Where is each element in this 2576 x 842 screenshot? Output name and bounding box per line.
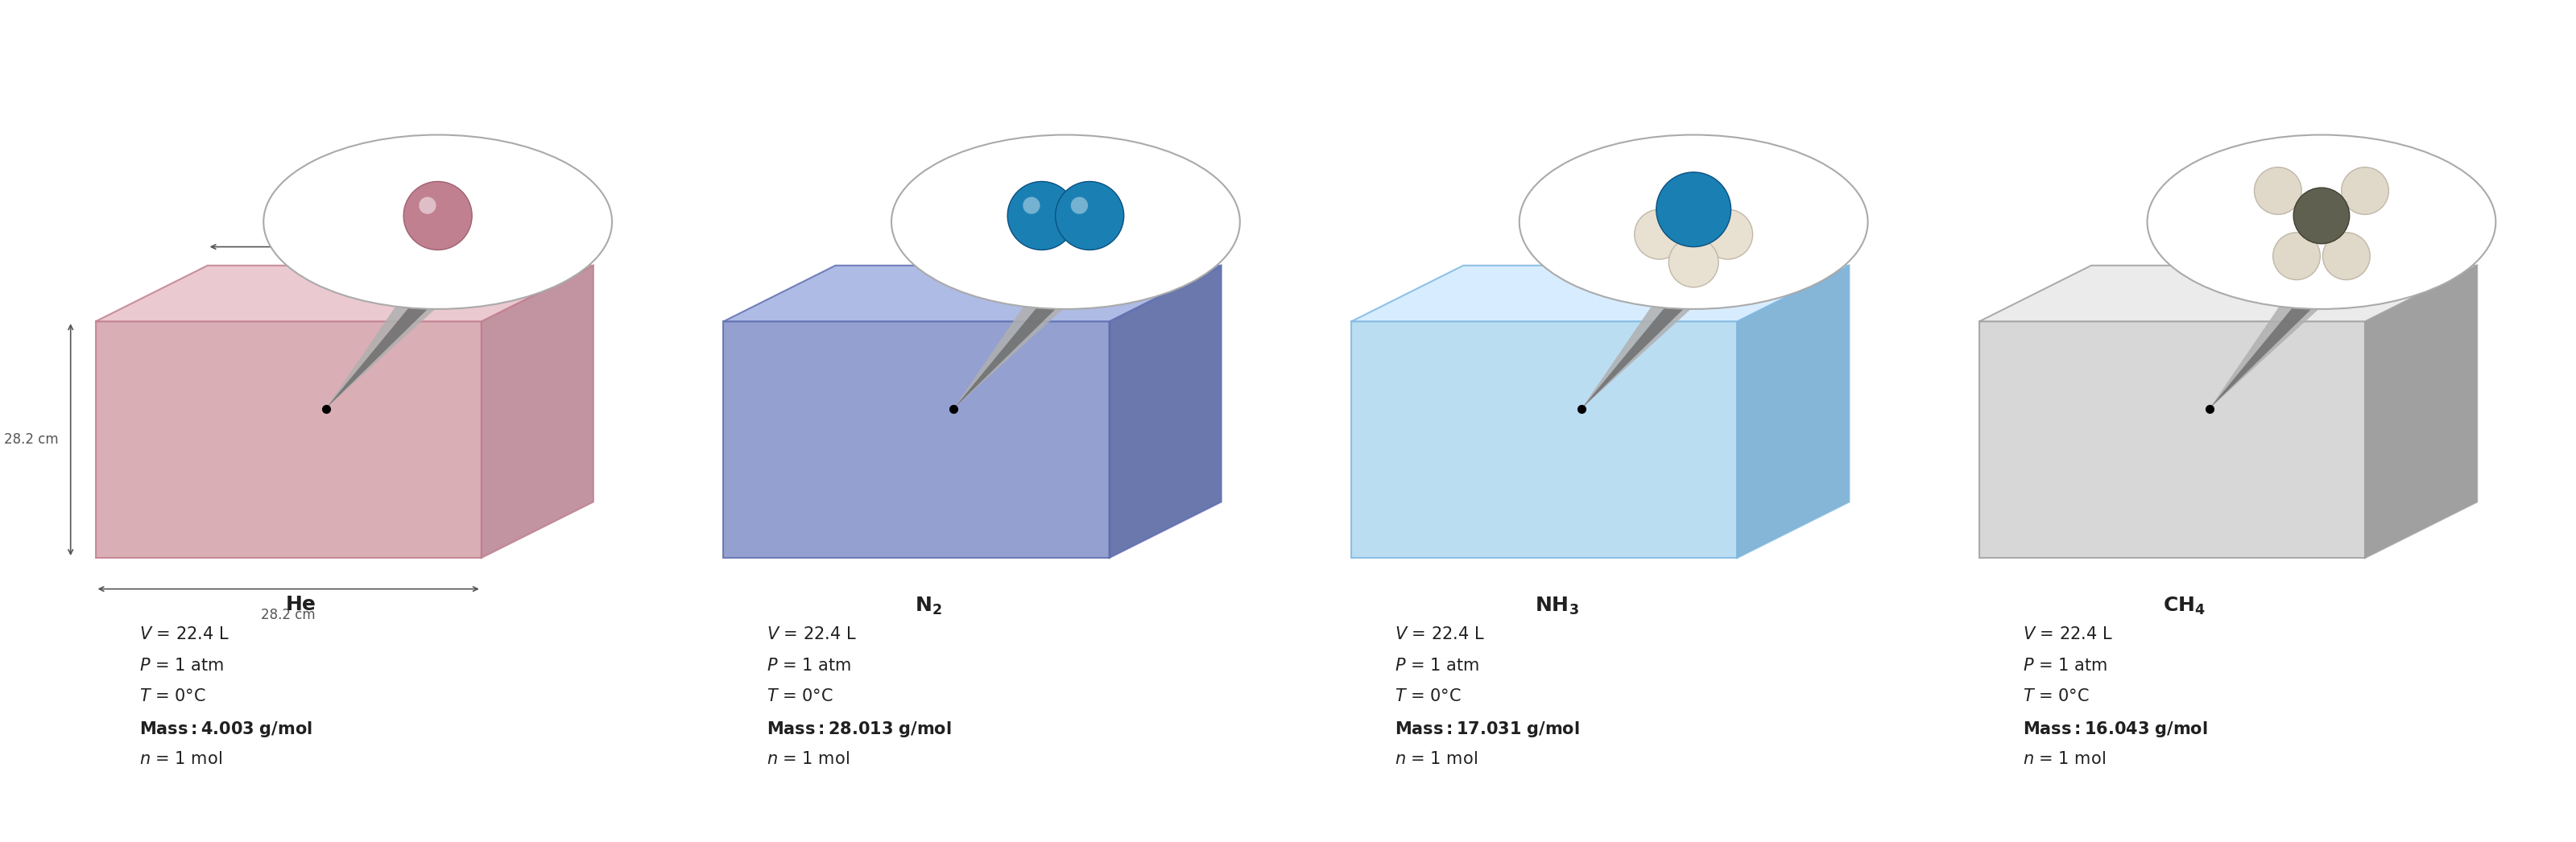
Circle shape [404,182,471,250]
Text: $\mathbf{N_2}$: $\mathbf{N_2}$ [914,595,943,616]
Polygon shape [953,287,1077,408]
Circle shape [420,197,435,214]
Text: $P$ = 1 atm: $P$ = 1 atm [1394,658,1479,674]
Text: $n$ = 1 mol: $n$ = 1 mol [2022,751,2105,767]
Text: $P$ = 1 atm: $P$ = 1 atm [2022,658,2107,674]
Polygon shape [1978,265,2478,322]
Polygon shape [1352,265,1850,322]
Text: $V$ = 22.4 L: $V$ = 22.4 L [768,626,858,642]
Polygon shape [2210,283,2347,408]
Circle shape [1056,182,1123,250]
Text: $V$ = 22.4 L: $V$ = 22.4 L [139,626,229,642]
Text: $\mathbf{Mass: 17.031\ g/mol}$: $\mathbf{Mass: 17.031\ g/mol}$ [1394,720,1579,739]
Circle shape [1072,197,1087,214]
Polygon shape [325,283,464,408]
Text: He: He [286,595,317,615]
Text: $\mathbf{NH_3}$: $\mathbf{NH_3}$ [1535,595,1579,616]
Ellipse shape [263,135,613,309]
Text: $\mathbf{CH_4}$: $\mathbf{CH_4}$ [2164,595,2205,616]
Polygon shape [724,265,1221,322]
Polygon shape [1582,283,1721,408]
Text: $\mathbf{Mass: 4.003\ g/mol}$: $\mathbf{Mass: 4.003\ g/mol}$ [139,720,312,739]
Circle shape [2342,168,2388,215]
Text: 28.2 cm: 28.2 cm [330,216,384,232]
Text: $T$ = 0°C: $T$ = 0°C [1394,689,1461,705]
Circle shape [1633,210,1685,259]
Polygon shape [1582,287,1705,408]
Ellipse shape [891,135,1239,309]
Circle shape [2324,232,2370,280]
Polygon shape [1352,322,1736,558]
Ellipse shape [2148,135,2496,309]
Polygon shape [724,322,1110,558]
Circle shape [1703,210,1752,259]
Polygon shape [1978,322,2365,558]
Text: $n$ = 1 mol: $n$ = 1 mol [139,751,222,767]
Text: $n$ = 1 mol: $n$ = 1 mol [1394,751,1479,767]
Polygon shape [1110,265,1221,558]
Circle shape [1656,172,1731,247]
Text: $V$ = 22.4 L: $V$ = 22.4 L [1394,626,1484,642]
Polygon shape [2365,265,2478,558]
Text: $n$ = 1 mol: $n$ = 1 mol [768,751,850,767]
Text: 28.2 cm: 28.2 cm [260,608,317,622]
Circle shape [2272,232,2321,280]
Circle shape [1023,197,1041,214]
Circle shape [1669,237,1718,287]
Polygon shape [482,265,592,558]
Circle shape [2254,168,2300,215]
Text: $T$ = 0°C: $T$ = 0°C [768,689,835,705]
Circle shape [1007,182,1077,250]
Polygon shape [953,283,1092,408]
Polygon shape [325,287,451,408]
Text: $V$ = 22.4 L: $V$ = 22.4 L [2022,626,2112,642]
Polygon shape [95,322,482,558]
Circle shape [2293,188,2349,243]
Text: $T$ = 0°C: $T$ = 0°C [2022,689,2089,705]
Text: 28.2 cm: 28.2 cm [3,433,59,447]
Polygon shape [1736,265,1850,558]
Text: $P$ = 1 atm: $P$ = 1 atm [139,658,224,674]
Text: $T$ = 0°C: $T$ = 0°C [139,689,206,705]
Text: $\mathbf{Mass: 28.013\ g/mol}$: $\mathbf{Mass: 28.013\ g/mol}$ [768,720,951,739]
Ellipse shape [1520,135,1868,309]
Text: $P$ = 1 atm: $P$ = 1 atm [768,658,850,674]
Polygon shape [95,265,592,322]
Polygon shape [2210,287,2334,408]
Text: $\mathbf{Mass: 16.043\ g/mol}$: $\mathbf{Mass: 16.043\ g/mol}$ [2022,720,2208,739]
